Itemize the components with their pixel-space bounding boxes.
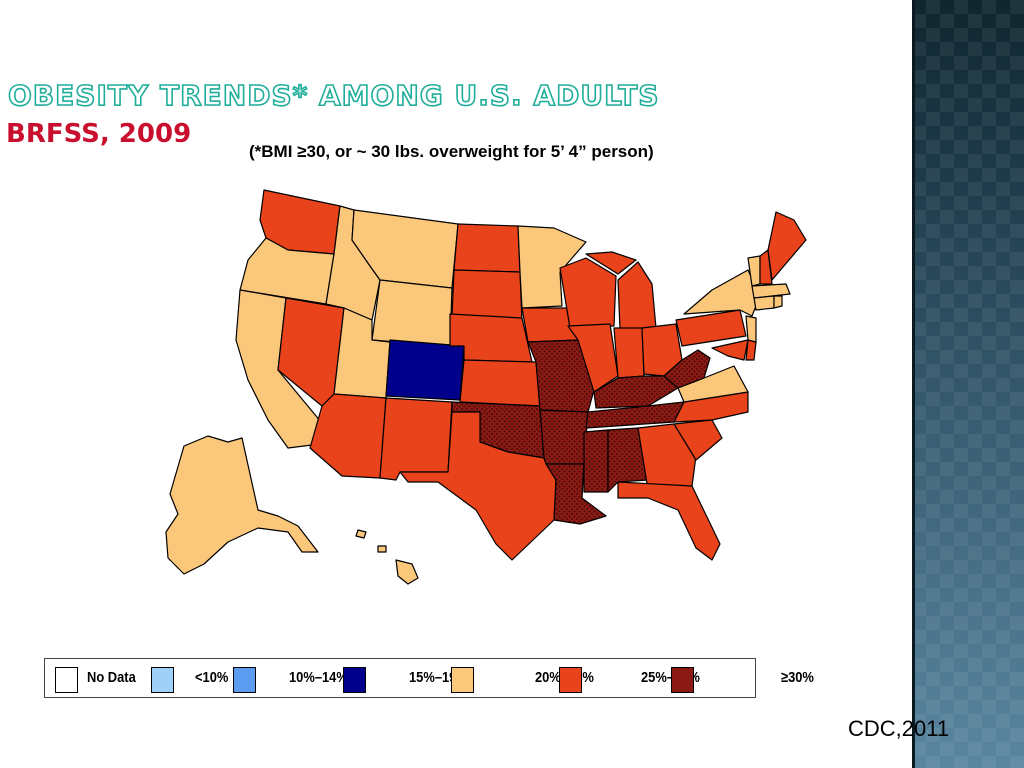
state-illinois bbox=[567, 323, 619, 393]
legend-swatch-15-19 bbox=[343, 667, 366, 693]
state-georgia bbox=[637, 423, 697, 491]
state-kansas bbox=[459, 359, 541, 407]
legend: No Data <10% 10%–14% 15%–19% 20%–24% 25%… bbox=[44, 658, 814, 698]
state-florida bbox=[617, 481, 721, 561]
state-hawaii bbox=[395, 559, 419, 585]
hawaii-island-3 bbox=[355, 529, 367, 539]
legend-swatch-30-plus bbox=[671, 667, 694, 693]
state-new-mexico bbox=[379, 397, 453, 481]
state-north-dakota bbox=[453, 223, 521, 273]
legend-label-under-10: <10% bbox=[195, 669, 229, 686]
hawaii-island-2 bbox=[377, 545, 387, 553]
us-obesity-map bbox=[165, 189, 807, 585]
state-massachusetts bbox=[751, 283, 791, 299]
source-citation: CDC,2011 bbox=[848, 716, 950, 741]
state-mississippi bbox=[583, 429, 609, 493]
state-indiana bbox=[613, 327, 645, 379]
state-colorado bbox=[385, 339, 465, 401]
legend-swatch-10-14 bbox=[233, 667, 256, 693]
state-rhode-island bbox=[773, 295, 783, 309]
slide-subtitle: BRFSS, 2009 bbox=[6, 119, 192, 149]
bmi-footnote: (*BMI ≥30, or ~ 30 lbs. overweight for 5… bbox=[249, 142, 654, 161]
side-panel-edge bbox=[912, 0, 915, 768]
state-arizona bbox=[309, 393, 387, 479]
state-arkansas bbox=[539, 409, 589, 465]
state-new-jersey bbox=[745, 315, 757, 343]
side-panel-pattern bbox=[912, 0, 1024, 768]
state-pennsylvania bbox=[675, 309, 747, 347]
state-south-carolina bbox=[673, 419, 723, 461]
legend-swatch-25-29 bbox=[559, 667, 582, 693]
state-michigan bbox=[617, 261, 657, 331]
state-alaska bbox=[165, 435, 319, 575]
legend-label-10-14: 10%–14% bbox=[289, 669, 348, 686]
legend-swatch-under-10 bbox=[151, 667, 174, 693]
state-wisconsin bbox=[559, 257, 617, 329]
state-new-york bbox=[683, 269, 761, 317]
state-michigan-upper bbox=[585, 251, 637, 275]
legend-label-no-data: No Data bbox=[87, 669, 136, 686]
state-alabama bbox=[607, 427, 649, 493]
state-minnesota bbox=[517, 225, 587, 309]
decorative-side-panel bbox=[912, 0, 1024, 768]
slide-title: Obesity Trends* Among U.S. Adults bbox=[7, 79, 660, 113]
state-connecticut bbox=[753, 295, 775, 311]
legend-label-30-plus: ≥30% bbox=[781, 669, 814, 686]
state-wyoming bbox=[371, 279, 453, 347]
state-north-carolina bbox=[673, 391, 749, 423]
state-maryland bbox=[711, 339, 749, 361]
states-layer bbox=[165, 189, 807, 585]
state-delaware bbox=[745, 339, 757, 361]
legend-swatch-20-24 bbox=[451, 667, 474, 693]
state-texas bbox=[399, 411, 557, 561]
state-maine bbox=[767, 211, 807, 281]
legend-swatch-no-data bbox=[55, 667, 78, 693]
state-west-virginia bbox=[663, 349, 711, 389]
